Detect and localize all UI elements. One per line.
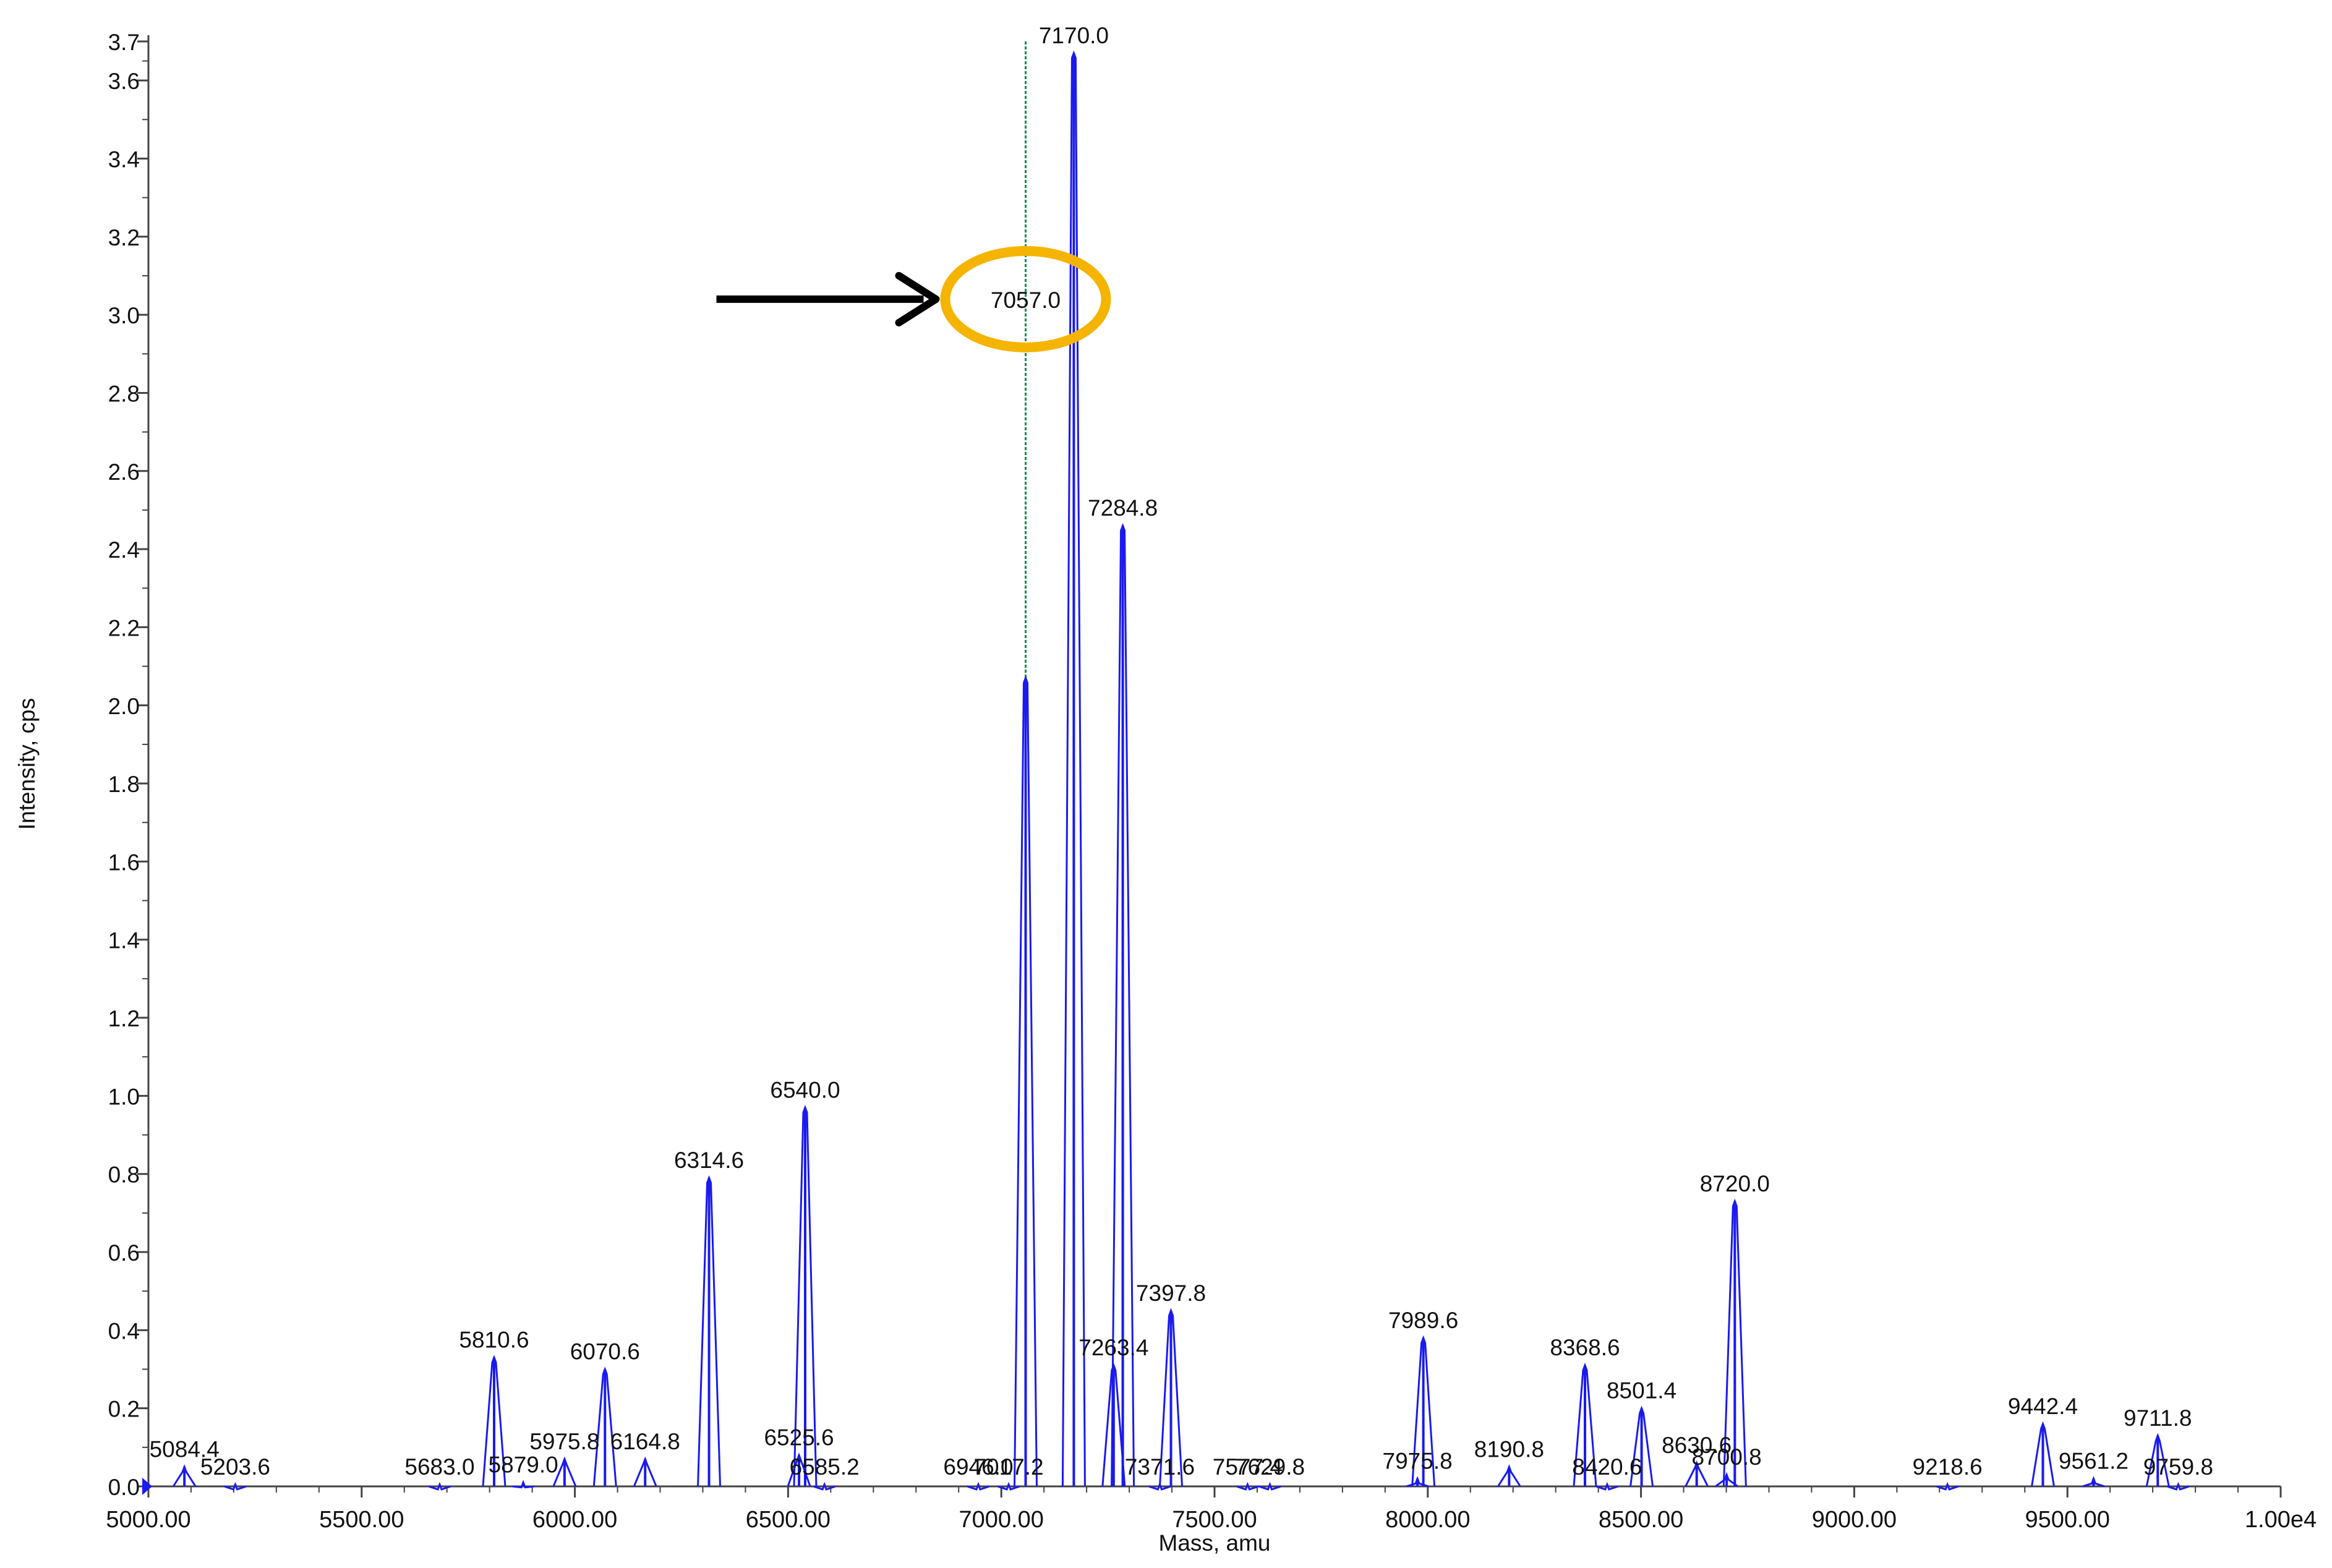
- x-tick-label: 5500.00: [319, 1507, 404, 1533]
- x-tick-label: 8500.00: [1599, 1507, 1683, 1533]
- y-tick-label: 3.6: [108, 69, 140, 94]
- x-tick-label: 1.00e4: [2245, 1507, 2317, 1533]
- peak-label: 8720.0: [1700, 1171, 1770, 1196]
- peak-label: 5879.0: [489, 1452, 558, 1478]
- peak: [1258, 1481, 1281, 1491]
- peak: [997, 1481, 1020, 1491]
- y-tick-label: 2.2: [108, 615, 140, 641]
- peak-label: 8368.6: [1550, 1335, 1620, 1360]
- peak-label: 7989.6: [1388, 1308, 1458, 1333]
- peak: [428, 1481, 451, 1491]
- peak-label: 8420.6: [1572, 1454, 1642, 1480]
- y-axis-title: Intensity, cps: [14, 698, 40, 830]
- peak-label: 7170.0: [1039, 23, 1109, 48]
- peak: [2166, 1481, 2190, 1491]
- peak-label: 6540.0: [770, 1077, 840, 1102]
- y-tick-label: 1.0: [108, 1084, 140, 1109]
- peak: [1159, 1308, 1184, 1487]
- peak: [511, 1480, 535, 1489]
- y-tick-label: 0.4: [108, 1318, 140, 1344]
- peak: [223, 1481, 247, 1491]
- peak-label: 9759.8: [2143, 1454, 2213, 1480]
- y-tick-label: 2.6: [108, 459, 140, 485]
- x-axis-title: Mass, amu: [1159, 1530, 1271, 1556]
- peak: [1595, 1481, 1619, 1491]
- peak-label: 8501.4: [1607, 1378, 1676, 1404]
- peak-label: 5203.6: [200, 1454, 270, 1480]
- peak-label: 7577.4: [1213, 1454, 1283, 1480]
- x-tick-label: 5000.00: [106, 1507, 190, 1533]
- highlight-circle: [940, 245, 1111, 352]
- peak-label: 6070.6: [570, 1339, 640, 1365]
- y-tick-label: 0.6: [108, 1240, 140, 1266]
- peak-label: 8630.6: [1662, 1433, 1732, 1458]
- peak-label: 7263.4: [1078, 1335, 1148, 1360]
- peak-label: 7017.2: [973, 1454, 1043, 1480]
- peak-label: 7284.8: [1088, 495, 1158, 521]
- peak-label: 6164.8: [610, 1429, 680, 1454]
- peak-label: 7629.8: [1235, 1454, 1305, 1480]
- peaks-group: [172, 50, 2190, 1491]
- peak-label: 9561.2: [2059, 1448, 2129, 1473]
- origin-marker: [142, 1478, 152, 1495]
- peak: [1061, 50, 1086, 1487]
- peak-label: 8700.8: [1691, 1444, 1761, 1470]
- x-tick-label: 6000.00: [532, 1507, 617, 1533]
- y-tick-label: 0.0: [108, 1475, 140, 1500]
- y-tick-label: 1.6: [108, 850, 140, 875]
- y-tick-label: 2.4: [108, 537, 140, 563]
- x-tick-label: 9500.00: [2025, 1507, 2110, 1533]
- y-tick-label: 2.0: [108, 694, 140, 719]
- y-tick-label: 0.2: [108, 1397, 140, 1422]
- y-tick-label: 3.2: [108, 225, 140, 250]
- peak-label: 6314.6: [674, 1148, 744, 1173]
- x-tick-label: 7500.00: [1172, 1507, 1257, 1533]
- y-tick-label: 3.4: [108, 147, 140, 172]
- arrow-head: [895, 271, 940, 326]
- peak: [1411, 1335, 1436, 1487]
- y-tick-label: 1.8: [108, 772, 140, 797]
- peak: [1685, 1460, 1709, 1487]
- peak-label: 5084.4: [150, 1436, 220, 1462]
- x-tick-label: 6500.00: [746, 1507, 831, 1533]
- x-tick-label: 8000.00: [1385, 1507, 1470, 1533]
- peak-label: 6585.2: [790, 1454, 860, 1480]
- y-tick-label: 1.4: [108, 928, 140, 953]
- peak: [813, 1481, 836, 1491]
- y-tick-label: 3.0: [108, 303, 140, 328]
- x-tick-label: 7000.00: [959, 1507, 1044, 1533]
- peak-label: 7397.8: [1136, 1280, 1206, 1306]
- peak-label: 6525.6: [764, 1425, 834, 1450]
- peak-label: 6946.0: [943, 1454, 1013, 1480]
- y-tick-label: 3.7: [108, 30, 140, 55]
- peak: [1936, 1481, 1959, 1491]
- peak-label: 5810.6: [459, 1327, 529, 1353]
- peak: [1715, 1472, 1738, 1488]
- peak: [1236, 1481, 1259, 1491]
- y-tick-label: 0.8: [108, 1162, 140, 1188]
- y-tick-label: 2.8: [108, 381, 140, 406]
- peak-label: 5683.0: [404, 1454, 474, 1480]
- peak: [2030, 1421, 2055, 1487]
- peak-label: 5975.8: [529, 1429, 599, 1454]
- highlight-label: 7057.0: [991, 288, 1061, 313]
- peak: [592, 1366, 617, 1487]
- peak: [967, 1481, 990, 1491]
- peak: [1014, 675, 1038, 1487]
- peak-label: 9442.4: [2008, 1394, 2078, 1419]
- peak-label: 9218.6: [1913, 1454, 1983, 1480]
- peak-label: 9711.8: [2124, 1405, 2192, 1431]
- axes: 0.0 0.2 0.4 0.6 0.8 1.0 1.2 1.4 1.6 1.8 2.0 2.2 2.4 2…: [14, 30, 2317, 1556]
- peak: [482, 1355, 506, 1487]
- x-tick-label: 9000.00: [1812, 1507, 1897, 1533]
- peak-label: 7975.8: [1383, 1448, 1453, 1473]
- peak-label: 8190.8: [1474, 1436, 1544, 1462]
- y-tick-label: 1.2: [108, 1006, 140, 1031]
- annotation-group: 7057.0: [716, 245, 1111, 352]
- peak-label: 7371.6: [1125, 1454, 1195, 1480]
